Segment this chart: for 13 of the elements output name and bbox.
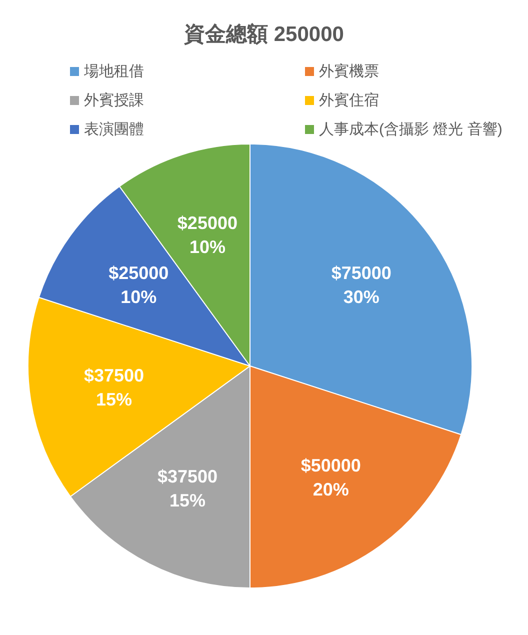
data-label: $37500 15%: [84, 366, 144, 410]
legend-label: 人事成本(含攝影 燈光 音響): [319, 120, 502, 139]
legend-label: 外賓住宿: [319, 91, 379, 110]
data-label: $25000 10%: [108, 263, 169, 308]
data-label: $25000 10%: [177, 213, 238, 258]
data-label: $75000 30%: [331, 263, 392, 308]
chart-title: 資金總額 250000: [183, 22, 345, 48]
data-label: $50000 20%: [300, 455, 361, 500]
data-label: $37500 15%: [157, 466, 218, 511]
legend-label: 場地租借: [84, 62, 144, 81]
legend-label: 表演團體: [84, 120, 144, 139]
legend-label: 外賓機票: [319, 62, 379, 81]
legend-label: 外賓授課: [84, 91, 144, 110]
